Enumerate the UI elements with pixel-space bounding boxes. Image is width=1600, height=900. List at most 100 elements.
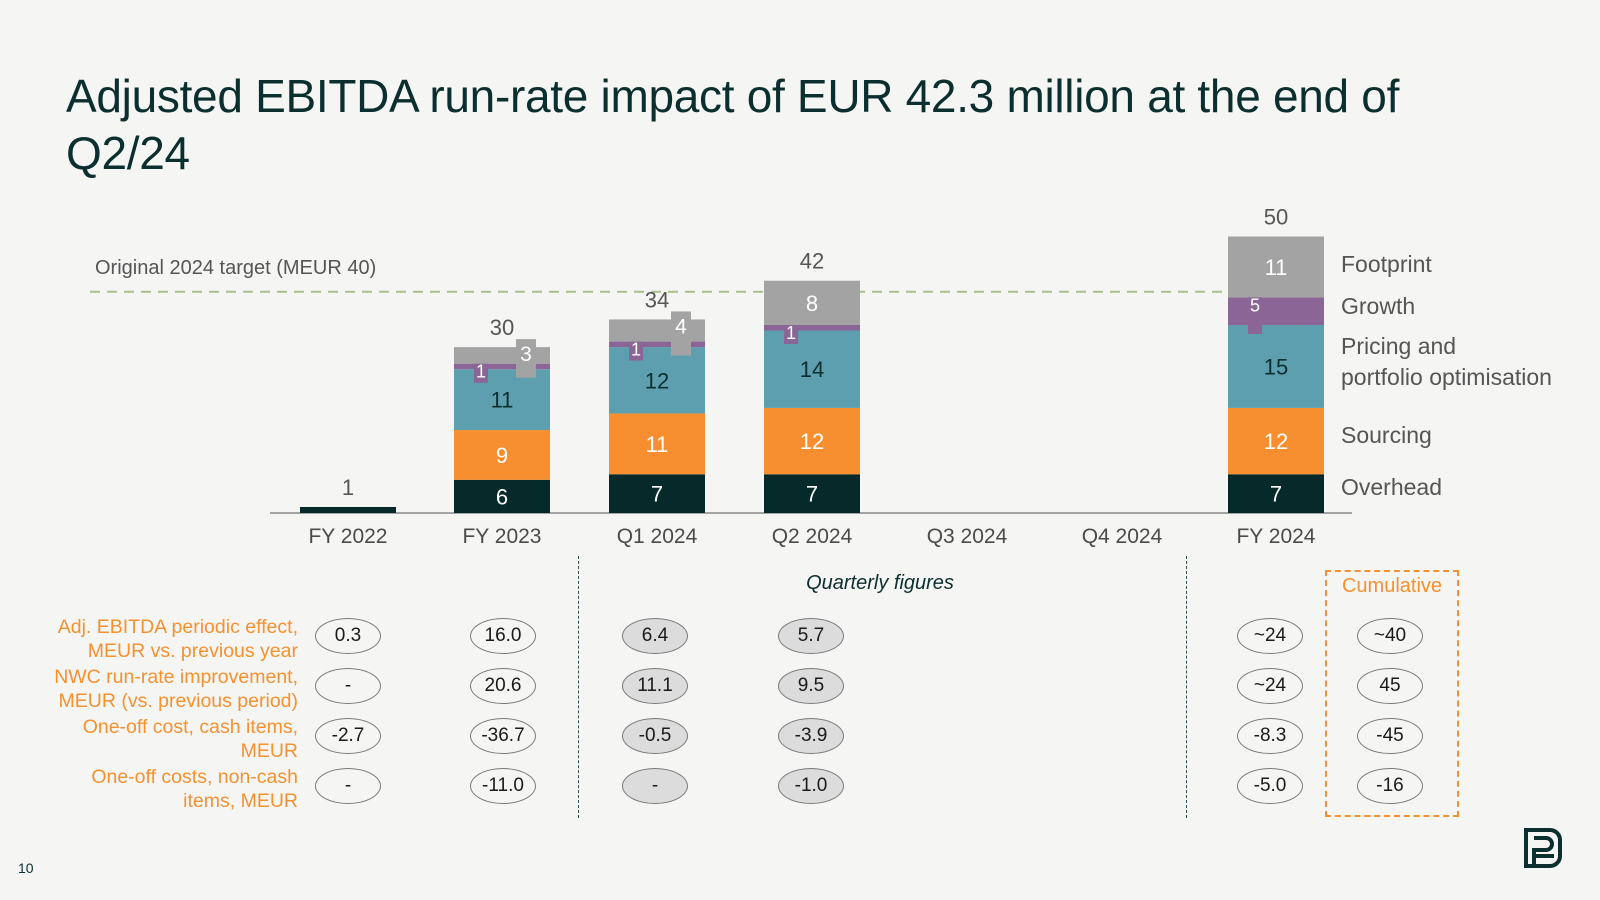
separator-quarterly-end	[1186, 556, 1187, 818]
table-cell-oval: 6.4	[622, 618, 688, 654]
table-cell-oval: -8.3	[1237, 718, 1303, 754]
table-cell-oval: -45	[1357, 718, 1423, 754]
legend-label: Sourcing	[1341, 422, 1432, 448]
bar-segment-pricing	[1228, 324, 1324, 408]
table-cell-oval: ~40	[1357, 618, 1423, 654]
x-tick-label: Q1 2024	[617, 525, 698, 548]
footprint-tag	[671, 311, 691, 356]
cumulative-box	[1325, 570, 1459, 817]
target-label: Original 2024 target (MEUR 40)	[95, 257, 376, 279]
growth-tag	[474, 358, 488, 383]
data-label-pricing: 11	[491, 388, 514, 413]
growth-tag	[784, 319, 798, 344]
table-row-label: One-off costs, non-cash items, MEUR	[91, 766, 298, 812]
page-number: 10	[18, 860, 34, 876]
table-cell-oval: 5.7	[778, 618, 844, 654]
bar-segment-footprint	[1228, 236, 1324, 298]
bar-segment-overhead	[609, 474, 705, 513]
x-tick-label: Q2 2024	[772, 525, 853, 548]
total-label: 30	[490, 315, 514, 340]
legend-label: Footprint	[1341, 251, 1432, 277]
table-cell-oval: -	[315, 768, 381, 804]
data-label-footprint: 4	[675, 315, 687, 338]
table-cell-oval: 20.6	[470, 668, 536, 704]
data-label-sourcing: 9	[496, 443, 508, 468]
data-label-growth: 1	[631, 340, 641, 360]
footprint-tag	[516, 339, 536, 378]
bar-segment-pricing	[764, 330, 860, 408]
data-label-growth: 1	[786, 323, 796, 343]
bar-segment-growth	[1228, 297, 1324, 325]
table-cell-oval: 0.3	[315, 618, 381, 654]
page-title: Adjusted EBITDA run-rate impact of EUR 4…	[66, 70, 1400, 179]
data-label-overhead: 7	[806, 482, 818, 507]
x-tick-label: FY 2023	[462, 525, 541, 548]
cumulative-label: Cumulative	[1341, 575, 1443, 597]
table-cell-oval: 9.5	[778, 668, 844, 704]
table-cell-oval: -0.5	[622, 718, 688, 754]
total-label: 42	[800, 249, 824, 274]
table-cell-oval: -3.9	[778, 718, 844, 754]
x-tick-label: Q3 2024	[927, 525, 1008, 548]
table-cell-oval: -16	[1357, 768, 1423, 804]
bar-segment-sourcing	[764, 407, 860, 475]
table-row-label: One-off cost, cash items, MEUR	[82, 716, 298, 762]
table-cell-oval: -	[622, 768, 688, 804]
table-cell-oval: -	[315, 668, 381, 704]
table-cell-oval: ~24	[1237, 668, 1303, 704]
data-label-sourcing: 12	[1264, 429, 1288, 454]
x-tick-label: FY 2024	[1236, 525, 1315, 548]
total-label: 34	[645, 287, 669, 312]
table-cell-oval: -2.7	[315, 718, 381, 754]
legend-label: Pricing and portfolio optimisation	[1341, 333, 1552, 390]
table-cell-oval: 16.0	[470, 618, 536, 654]
x-tick-label: Q4 2024	[1082, 525, 1163, 548]
bar-segment-overhead	[764, 474, 860, 513]
data-label-footprint: 3	[520, 343, 532, 366]
data-label-footprint: 8	[806, 291, 818, 316]
data-label-footprint: 11	[1265, 255, 1288, 280]
bar-segment-pricing	[454, 369, 550, 431]
data-label-pricing: 12	[645, 368, 669, 393]
legend-label: Overhead	[1341, 474, 1442, 500]
bar-segment-sourcing	[1228, 407, 1324, 475]
table-row-label: NWC run-rate improvement, MEUR (vs. prev…	[54, 666, 298, 712]
table-cell-oval: -36.7	[470, 718, 536, 754]
data-label-pricing: 15	[1264, 354, 1288, 379]
bar-segment-growth	[764, 324, 860, 331]
bar-segment-growth	[454, 363, 550, 370]
growth-tag	[1248, 292, 1262, 334]
company-logo-icon	[1524, 828, 1562, 868]
total-label: 50	[1264, 205, 1288, 230]
bar-segment-pricing	[609, 347, 705, 414]
quarterly-figures-label: Quarterly figures	[806, 572, 954, 594]
table-cell-oval: -1.0	[778, 768, 844, 804]
bar-segment-growth	[609, 341, 705, 348]
growth-tag	[629, 336, 643, 361]
data-label-growth: 5	[1250, 295, 1260, 315]
table-cell-oval: ~24	[1237, 618, 1303, 654]
table-cell-oval: -5.0	[1237, 768, 1303, 804]
bar-segment-overhead	[300, 507, 396, 513]
bar-segment-overhead	[1228, 474, 1324, 513]
bar-segment-sourcing	[609, 413, 705, 475]
x-tick-label: FY 2022	[308, 525, 387, 548]
data-label-overhead: 7	[651, 482, 663, 507]
data-label-sourcing: 11	[646, 432, 669, 457]
separator-quarterly-start	[578, 556, 579, 818]
bar-segment-overhead	[454, 479, 550, 513]
data-label-pricing: 14	[800, 357, 824, 382]
data-label-overhead: 6	[496, 484, 508, 509]
legend-label: Growth	[1341, 293, 1415, 319]
table-cell-oval: 11.1	[622, 668, 688, 704]
data-label-sourcing: 12	[800, 429, 824, 454]
table-cell-oval: 45	[1357, 668, 1423, 704]
table-row-label: Adj. EBITDA periodic effect, MEUR vs. pr…	[57, 616, 298, 662]
data-label-overhead: 7	[1270, 482, 1282, 507]
table-cell-oval: -11.0	[470, 768, 536, 804]
bar-segment-sourcing	[454, 430, 550, 480]
total-label: 1	[342, 475, 354, 500]
bar-segment-footprint	[764, 280, 860, 325]
data-label-growth: 1	[476, 362, 486, 382]
